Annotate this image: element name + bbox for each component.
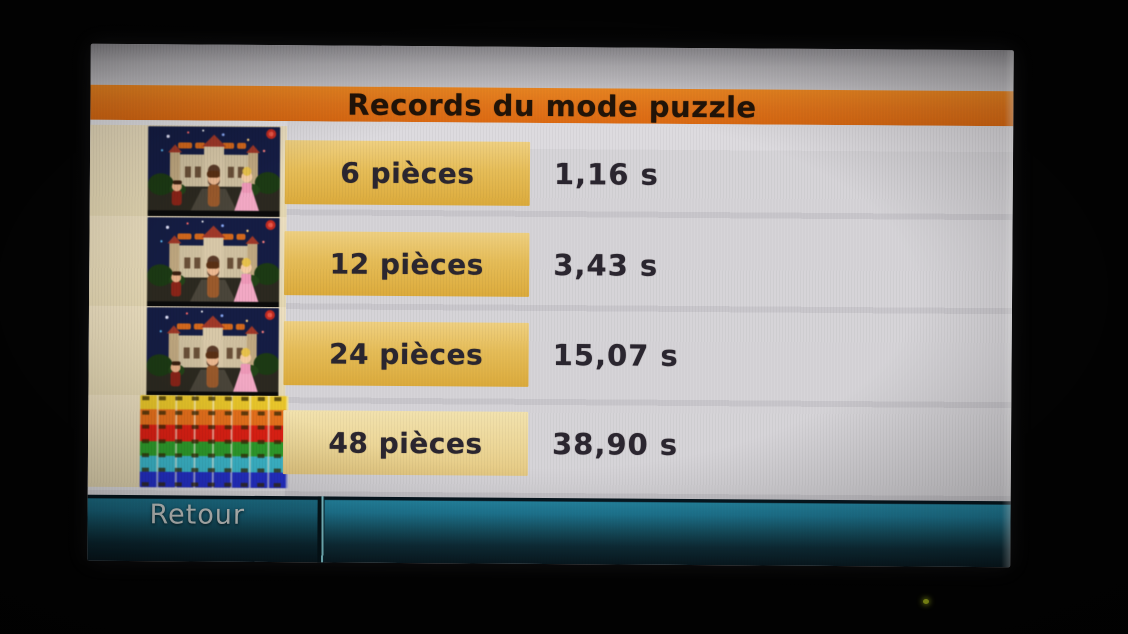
back-button-label: Retour: [149, 499, 246, 531]
record-row: 24 pièces 15,07 s: [88, 305, 1012, 403]
piece-count-plate: 6 pièces: [284, 140, 531, 206]
footer-separator: [317, 496, 325, 563]
game-screen: Records du mode puzzle: [87, 43, 1014, 568]
back-button[interactable]: Retour: [87, 494, 318, 563]
power-led: [923, 599, 929, 604]
castle-night-scene-image: [147, 126, 281, 218]
page-title: Records du mode puzzle: [347, 87, 757, 124]
top-gray-band: [90, 43, 1014, 92]
piece-count-plate: 48 pièces: [282, 410, 529, 476]
records-list: 6 pièces 1,16 s: [87, 119, 1014, 502]
rainbow-grid-cell-numbers: [139, 395, 289, 489]
record-time: 15,07 s: [552, 338, 679, 373]
piece-count-label: 48 pièces: [328, 425, 483, 461]
footer-bar: Retour: [87, 494, 1011, 568]
record-row: 48 pièces 38,90 s: [87, 394, 1012, 492]
record-time: 38,90 s: [551, 427, 679, 462]
puzzle-thumbnail-castle: [146, 217, 280, 309]
puzzle-thumbnail-castle: [146, 307, 279, 399]
puzzle-thumbnail-rainbow-grid: [139, 395, 289, 489]
record-row: 6 pièces 1,16 s: [89, 124, 1014, 222]
record-time: 1,16 s: [553, 157, 659, 192]
record-time: 3,43 s: [553, 248, 659, 283]
piece-count-label: 24 pièces: [328, 336, 484, 372]
piece-count-plate: 24 pièces: [283, 321, 529, 387]
piece-count-plate: 12 pièces: [284, 231, 530, 297]
piece-count-label: 6 pièces: [340, 156, 475, 190]
castle-night-scene-image: [146, 307, 279, 399]
piece-count-label: 12 pièces: [329, 246, 484, 282]
castle-night-scene-image: [146, 217, 280, 309]
puzzle-thumbnail-castle: [147, 126, 281, 218]
record-row: 12 pièces 3,43 s: [88, 215, 1013, 313]
